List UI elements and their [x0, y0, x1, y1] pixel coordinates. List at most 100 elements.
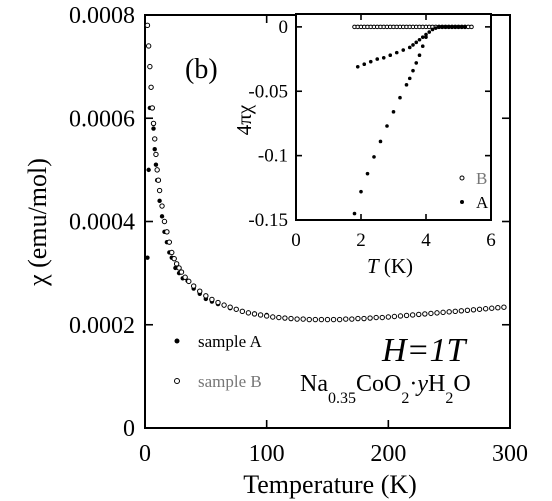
main-point	[182, 274, 188, 280]
main-point	[227, 304, 233, 310]
main-point	[367, 315, 373, 321]
main-point	[446, 309, 452, 315]
main-point	[385, 314, 392, 320]
inset-point	[427, 30, 432, 34]
main-point	[148, 84, 154, 90]
main-point	[336, 316, 343, 323]
inset-point	[414, 40, 419, 45]
main-point	[245, 310, 252, 316]
main-point	[190, 283, 197, 289]
inset-point	[372, 155, 376, 159]
inset-y-tick-label: 0	[279, 17, 289, 38]
main-point	[215, 299, 221, 306]
main-point	[318, 316, 325, 323]
main-point	[397, 313, 404, 319]
main-point	[145, 43, 152, 49]
inset-point	[456, 25, 461, 29]
inset-point	[450, 25, 454, 29]
legend-label-sample-b: sample B	[198, 372, 262, 391]
inset-y-tick-label: -0.05	[248, 81, 288, 102]
main-point	[186, 278, 192, 285]
main-point	[156, 187, 163, 194]
main-point	[173, 265, 178, 271]
main-point	[416, 311, 422, 318]
main-point	[495, 305, 501, 311]
main-point	[152, 136, 158, 142]
inset-point	[385, 124, 389, 128]
inset-x-axis-title: T (K)	[367, 254, 413, 278]
formula: Na0.35CoO2·yH2O	[300, 371, 471, 407]
main-point	[154, 167, 160, 173]
main-point	[263, 313, 270, 319]
inset-y-axis-title: 4πχ	[232, 104, 256, 135]
main-point	[282, 315, 288, 321]
main-point	[178, 269, 185, 275]
main-point	[501, 304, 507, 310]
main-point	[203, 293, 209, 299]
inset-point	[420, 35, 425, 39]
inset-point	[398, 95, 402, 100]
inset-point	[391, 110, 396, 114]
main-point	[434, 310, 440, 316]
inset-point	[355, 64, 360, 69]
main-point	[476, 306, 483, 312]
inset-y-tick-label: -0.1	[258, 146, 288, 167]
inset-point	[381, 55, 386, 60]
main-points	[144, 22, 507, 323]
main-x-tick-label: 300	[492, 441, 528, 467]
inset-x-tick-label: 2	[356, 230, 366, 251]
inset-point	[420, 44, 425, 48]
inset-point	[407, 45, 412, 50]
main-point	[349, 316, 355, 322]
main-point	[276, 314, 282, 321]
inset-point	[437, 25, 441, 29]
inset-point	[459, 25, 464, 29]
main-point	[197, 288, 203, 294]
main-point	[157, 198, 162, 204]
main-point	[152, 147, 157, 152]
inset-point	[417, 37, 422, 42]
main-point	[482, 306, 489, 312]
main-point	[153, 162, 159, 167]
inset-y-tick-label: -0.15	[248, 210, 288, 231]
inset-point	[433, 26, 438, 30]
main-point	[409, 312, 416, 318]
main-point	[355, 315, 361, 322]
inset-point	[411, 68, 415, 73]
inset-point	[453, 25, 458, 29]
main-point	[164, 229, 170, 235]
main-point	[147, 63, 153, 70]
panel-label: (b)	[185, 54, 218, 85]
legend-label-sample-a: sample A	[198, 332, 262, 351]
inset-x-tick-label: 4	[421, 230, 431, 251]
main-point	[150, 120, 157, 127]
main-point	[155, 177, 162, 183]
inset-point	[407, 76, 412, 81]
main-point	[379, 314, 385, 321]
inset-point	[365, 171, 370, 176]
main-point	[145, 255, 150, 260]
main-point	[361, 315, 367, 322]
main-point	[169, 249, 175, 256]
inset-point	[352, 211, 357, 216]
main-point	[288, 315, 294, 322]
inset-point	[404, 83, 409, 87]
legend-marker-sample-b	[174, 378, 180, 384]
main-point	[422, 311, 428, 317]
inset-point	[440, 25, 445, 29]
inset-point	[411, 43, 415, 47]
main-point	[166, 239, 173, 245]
main-point	[171, 255, 177, 262]
inset-point	[463, 25, 467, 29]
x-axis-title: Temperature (K)	[243, 470, 417, 499]
main-y-tick-label: 0.0002	[69, 313, 135, 339]
inset-point	[394, 50, 399, 55]
inset-point	[446, 25, 451, 29]
main-y-tick-label: 0	[123, 416, 135, 442]
main-y-tick-label: 0.0008	[69, 3, 135, 29]
inset-point	[414, 61, 419, 65]
y-axis-title: χ (emu/mol)	[23, 158, 52, 287]
field-annotation: H=1T	[381, 332, 467, 369]
inset-legend-marker-b	[459, 175, 465, 181]
